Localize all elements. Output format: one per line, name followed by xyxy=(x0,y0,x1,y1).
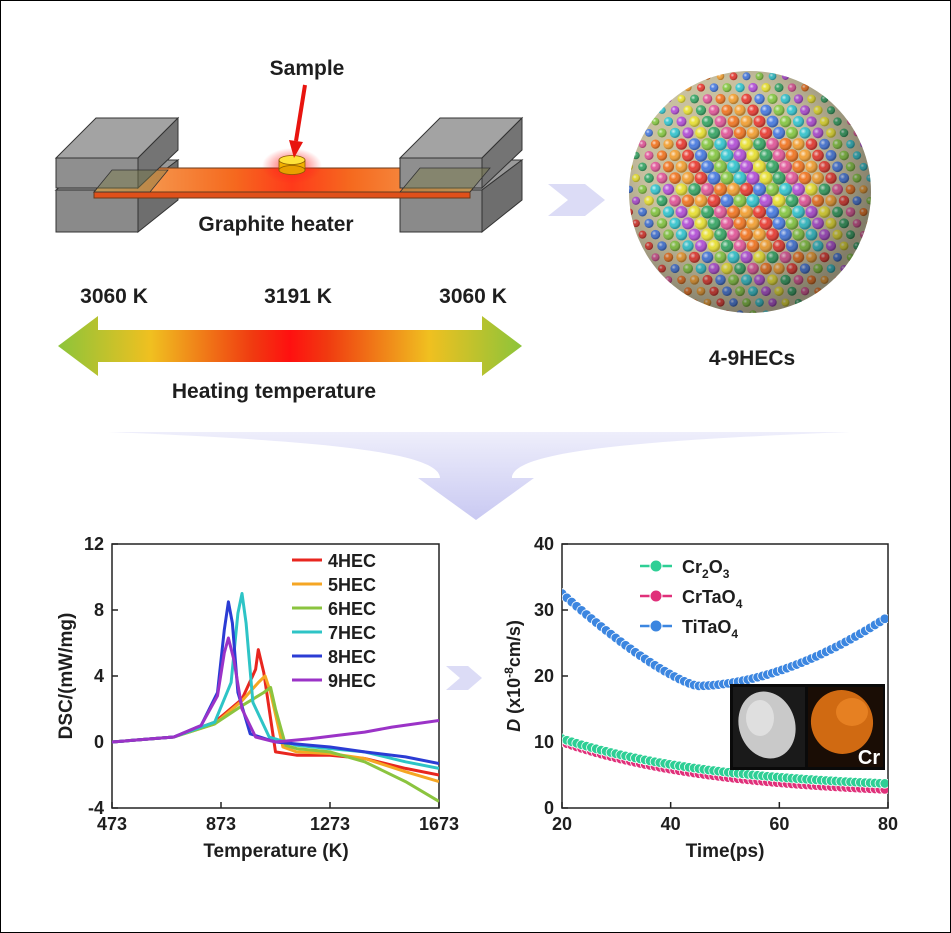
right-arrow-icon xyxy=(548,184,605,216)
y-tick-label: -4 xyxy=(88,798,104,818)
y-tick-label: 12 xyxy=(84,534,104,554)
legend-label: 6HEC xyxy=(328,599,376,619)
y-tick-label: 0 xyxy=(544,798,554,818)
x-tick-label: 473 xyxy=(97,814,127,834)
sample-arrow-icon xyxy=(289,140,303,158)
legend-label: CrTaO4 xyxy=(682,587,743,611)
legend-label: 9HEC xyxy=(328,671,376,691)
inset-grayscale-highlight xyxy=(746,700,774,736)
sphere-ball-shine xyxy=(814,84,822,91)
x-tick-label: 873 xyxy=(206,814,236,834)
temp-right-label: 3060 K xyxy=(439,285,507,308)
inset-cr-map-highlight xyxy=(836,698,868,726)
x-tick-label: 1673 xyxy=(419,814,459,834)
x-tick-label: 40 xyxy=(661,814,681,834)
heater-label: Graphite heater xyxy=(198,213,353,236)
y-tick-label: 10 xyxy=(534,732,554,752)
data-point xyxy=(879,778,888,789)
diffusion-y-axis-label: D (x10-8cm/s) xyxy=(502,620,524,732)
series-line-6hec xyxy=(112,686,439,803)
legend-marker xyxy=(649,619,663,633)
data-point xyxy=(879,613,888,624)
chart-arrow-icon xyxy=(446,666,482,690)
y-tick-label: 0 xyxy=(94,732,104,752)
temperature-gradient-arrow xyxy=(58,316,522,376)
y-tick-label: 20 xyxy=(534,666,554,686)
down-flow-arrow-icon xyxy=(108,432,850,520)
legend-label: 7HEC xyxy=(328,623,376,643)
sphere-ball xyxy=(671,287,679,295)
gradient-label: Heating temperature xyxy=(172,380,376,403)
graphite-heater-illustration xyxy=(54,116,524,234)
sphere-ball xyxy=(840,106,848,114)
sphere-ball-shine xyxy=(723,310,731,313)
temp-center-label: 3191 K xyxy=(264,285,332,308)
y-tick-label: 40 xyxy=(534,534,554,554)
temp-left-label: 3060 K xyxy=(80,285,148,308)
sphere-label: 4-9HECs xyxy=(709,347,795,370)
y-tick-label: 4 xyxy=(94,666,104,686)
series-line-9hec xyxy=(112,636,439,744)
legend-label: 8HEC xyxy=(328,647,376,667)
sphere-ball xyxy=(723,310,731,313)
legend-marker xyxy=(649,589,663,603)
x-tick-label: 60 xyxy=(769,814,789,834)
sphere-ball-shine xyxy=(840,106,848,114)
sphere-ball-shine xyxy=(866,219,871,227)
dsc-chart: 473 873 1273 1673 -4 0 4 8 12 4HEC 5HEC 6HEC 7HEC 8H… xyxy=(56,534,459,862)
diffusion-chart: 20 40 60 80 0 10 20 30 40 Cr Cr2O3 CrTaO4 TiTaO4 T… xyxy=(502,534,898,862)
sphere-ball xyxy=(866,219,871,227)
inset-images: Cr xyxy=(730,684,885,770)
sphere-ball-shine xyxy=(671,287,679,295)
x-tick-label: 1273 xyxy=(310,814,350,834)
hec-sphere xyxy=(629,71,871,313)
x-tick-label: 80 xyxy=(878,814,898,834)
y-tick-label: 30 xyxy=(534,600,554,620)
y-tick-label: 8 xyxy=(94,600,104,620)
legend-label: 4HEC xyxy=(328,551,376,571)
sample-label: Sample xyxy=(270,57,345,80)
sample xyxy=(262,84,322,184)
legend-label: TiTaO4 xyxy=(682,617,738,641)
inset-element-label: Cr xyxy=(858,747,880,769)
dsc-plot-frame xyxy=(111,543,440,809)
legend-label: 5HEC xyxy=(328,575,376,595)
legend-label: Cr2O3 xyxy=(682,557,730,581)
dsc-y-axis-label: DSC/(mW/mg) xyxy=(56,613,77,740)
diffusion-x-axis-label: Time(ps) xyxy=(686,841,765,862)
x-tick-label: 20 xyxy=(552,814,572,834)
dsc-x-axis-label: Temperature (K) xyxy=(203,841,348,862)
legend-marker xyxy=(649,559,663,573)
sphere-ball xyxy=(814,84,822,91)
